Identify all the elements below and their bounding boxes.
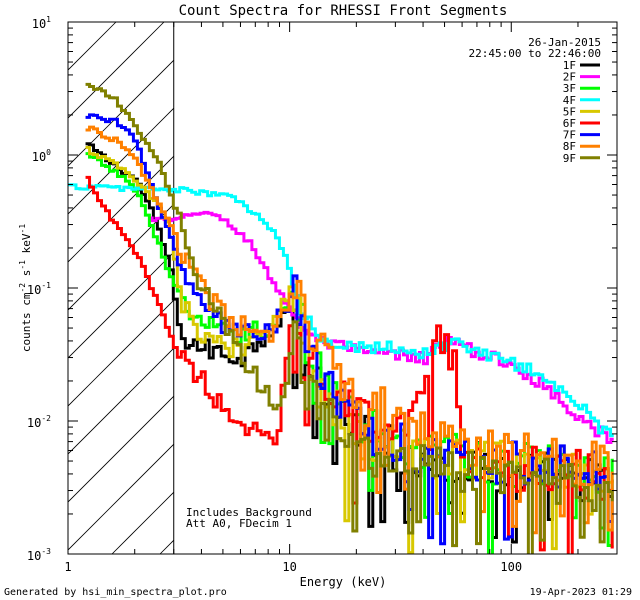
footer-generated-by: Generated by hsi_min_spectra_plot.pro	[4, 587, 227, 598]
series-group	[68, 82, 614, 554]
annotation-attenuator: Att A0, FDecim 1	[186, 517, 292, 530]
chart-title: Count Spectra for RHESSI Front Segments	[179, 3, 508, 19]
hatch-line	[68, 251, 174, 359]
y-tick-label: 100	[32, 148, 51, 164]
hatch-line	[68, 203, 174, 311]
hatch-line	[68, 443, 174, 551]
footer-timestamp: 19-Apr-2023 01:29	[530, 587, 632, 598]
series-4F-line	[68, 183, 614, 438]
time-range-label: 22:45:00 to 22:46:00	[469, 47, 601, 60]
legend-label-9F: 9F	[563, 152, 576, 165]
x-tick-label: 100	[500, 560, 522, 574]
hatch-line	[68, 22, 165, 119]
hatch-line	[68, 395, 174, 503]
y-tick-label: 10-1	[27, 281, 51, 297]
x-axis-label: Energy (keV)	[300, 575, 387, 589]
legend-label-6F: 6F	[563, 117, 576, 130]
y-tick-label: 10-2	[27, 414, 51, 430]
series-9F-line	[85, 82, 614, 554]
date-label: 26-Jan-2015	[528, 36, 601, 49]
y-tick-label: 101	[32, 15, 51, 31]
legend-label-5F: 5F	[563, 105, 576, 118]
legend-label-7F: 7F	[563, 129, 576, 142]
legend-label-1F: 1F	[563, 59, 576, 72]
series-8F-line	[85, 125, 614, 535]
legend-label-2F: 2F	[563, 71, 576, 84]
legend-label-4F: 4F	[563, 94, 576, 107]
legend-label-8F: 8F	[563, 140, 576, 153]
axis-ticks: 1 10 100 10-3 10-2 10-1 100 101	[27, 15, 618, 574]
y-tick-label: 10-3	[27, 547, 51, 563]
legend-label-3F: 3F	[563, 82, 576, 95]
x-tick-label: 10	[282, 560, 296, 574]
x-tick-label: 1	[64, 560, 71, 574]
annotation-background: Includes Background	[186, 506, 312, 519]
hatch-line	[68, 107, 174, 215]
y-axis-label: counts cm-2 s-1 keV-1	[18, 224, 33, 352]
